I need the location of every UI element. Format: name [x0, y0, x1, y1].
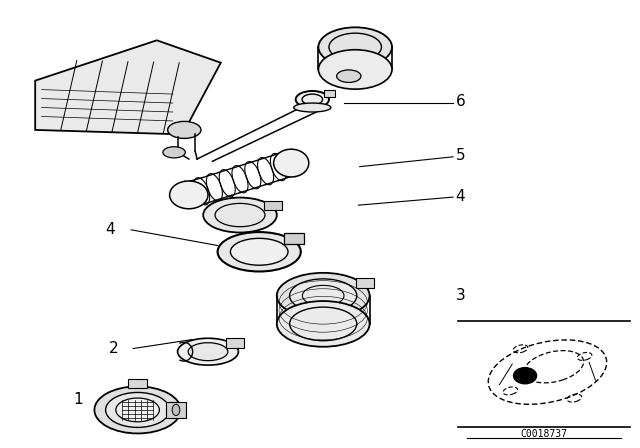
Bar	[324, 90, 335, 97]
Ellipse shape	[116, 398, 159, 422]
Ellipse shape	[296, 91, 329, 108]
Ellipse shape	[319, 27, 392, 67]
Ellipse shape	[218, 232, 301, 271]
Ellipse shape	[94, 386, 181, 434]
Ellipse shape	[170, 181, 208, 209]
Circle shape	[513, 368, 536, 384]
Ellipse shape	[106, 392, 170, 427]
Bar	[356, 278, 374, 288]
Ellipse shape	[163, 147, 186, 158]
Ellipse shape	[294, 103, 331, 112]
Polygon shape	[35, 40, 221, 134]
Ellipse shape	[289, 279, 357, 313]
Ellipse shape	[337, 70, 361, 82]
Ellipse shape	[188, 343, 228, 361]
Ellipse shape	[277, 301, 370, 347]
Ellipse shape	[277, 273, 370, 319]
Ellipse shape	[230, 238, 288, 265]
Text: 3: 3	[456, 288, 465, 303]
Text: 2: 2	[109, 341, 118, 356]
Ellipse shape	[178, 338, 239, 365]
Text: 6: 6	[456, 94, 465, 109]
Bar	[284, 233, 304, 244]
Ellipse shape	[172, 404, 180, 416]
Text: 4: 4	[106, 222, 115, 237]
Ellipse shape	[168, 121, 201, 138]
Ellipse shape	[319, 50, 392, 89]
Ellipse shape	[204, 198, 277, 233]
Bar	[128, 379, 147, 388]
Bar	[226, 338, 244, 348]
Text: 1: 1	[74, 392, 83, 407]
Text: 4: 4	[456, 189, 465, 204]
Text: 5: 5	[456, 148, 465, 164]
Text: C0018737: C0018737	[520, 429, 568, 439]
Ellipse shape	[274, 149, 309, 177]
Bar	[166, 402, 186, 418]
Bar	[264, 201, 282, 210]
